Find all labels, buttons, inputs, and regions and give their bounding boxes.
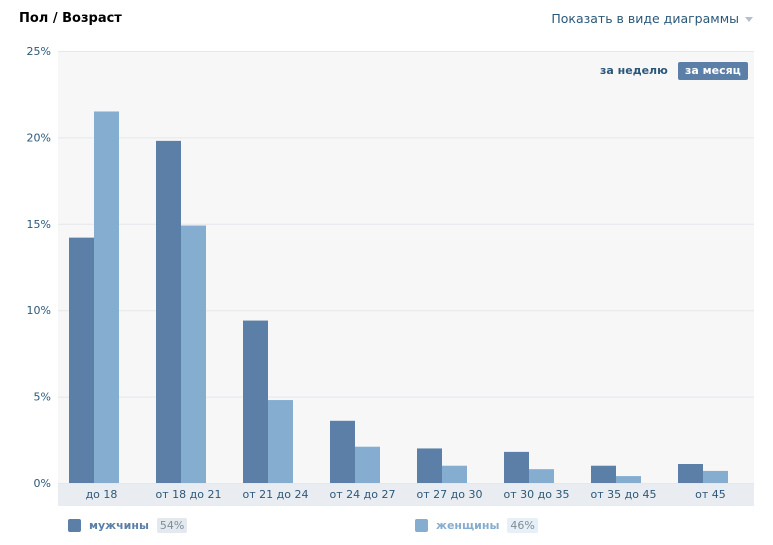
legend-label-female: женщины <box>436 518 500 532</box>
x-axis-band <box>58 483 754 506</box>
bar-female <box>703 470 728 483</box>
bar-female <box>268 400 293 483</box>
period-month-tab[interactable]: за месяц <box>678 62 748 80</box>
bar-male <box>504 451 529 483</box>
period-week-tab[interactable]: за неделю <box>600 64 668 77</box>
legend-label-male: мужчины <box>89 518 149 532</box>
bar-female <box>529 469 554 483</box>
x-tick-label: от 24 до 27 <box>330 488 396 501</box>
bar-female <box>442 465 467 483</box>
y-tick-label: 0% <box>34 477 51 490</box>
y-tick-label: 15% <box>27 218 51 231</box>
legend-swatch-male <box>68 518 81 532</box>
page-title: Пол / Возраст <box>19 11 122 26</box>
x-tick-label: от 27 до 30 <box>417 488 483 501</box>
x-tick-label: до 18 <box>86 488 118 501</box>
bar-male <box>243 320 268 483</box>
bar-male <box>591 465 616 483</box>
bar-female <box>181 225 206 483</box>
y-tick-label: 20% <box>27 131 51 144</box>
chevron-down-icon <box>745 17 753 22</box>
bar-male <box>69 237 94 483</box>
x-tick-label: от 18 до 21 <box>156 488 222 501</box>
x-tick-label: от 30 до 35 <box>504 488 570 501</box>
y-tick-label: 10% <box>27 304 51 317</box>
bar-female <box>94 111 119 483</box>
bar-male <box>678 463 703 483</box>
x-tick-label: от 21 до 24 <box>243 488 309 501</box>
legend-item-male[interactable]: мужчины 54% <box>68 516 188 534</box>
bar-female <box>616 476 641 483</box>
bar-male <box>330 420 355 483</box>
x-tick-label: от 45 <box>695 488 726 501</box>
legend-pct-female: 46% <box>507 517 538 533</box>
view-toggle-label: Показать в виде диаграммы <box>551 11 739 26</box>
x-tick-label: от 35 до 45 <box>591 488 657 501</box>
bar-female <box>355 446 380 483</box>
legend-pct-male: 54% <box>156 517 188 533</box>
view-toggle-dropdown[interactable]: Показать в виде диаграммы <box>551 11 753 26</box>
legend-item-female[interactable]: женщины 46% <box>415 516 538 534</box>
bar-male <box>417 448 442 483</box>
y-tick-label: 25% <box>27 45 51 58</box>
legend-swatch-female <box>415 518 428 532</box>
bar-male <box>156 140 181 483</box>
y-tick-label: 5% <box>34 391 51 404</box>
